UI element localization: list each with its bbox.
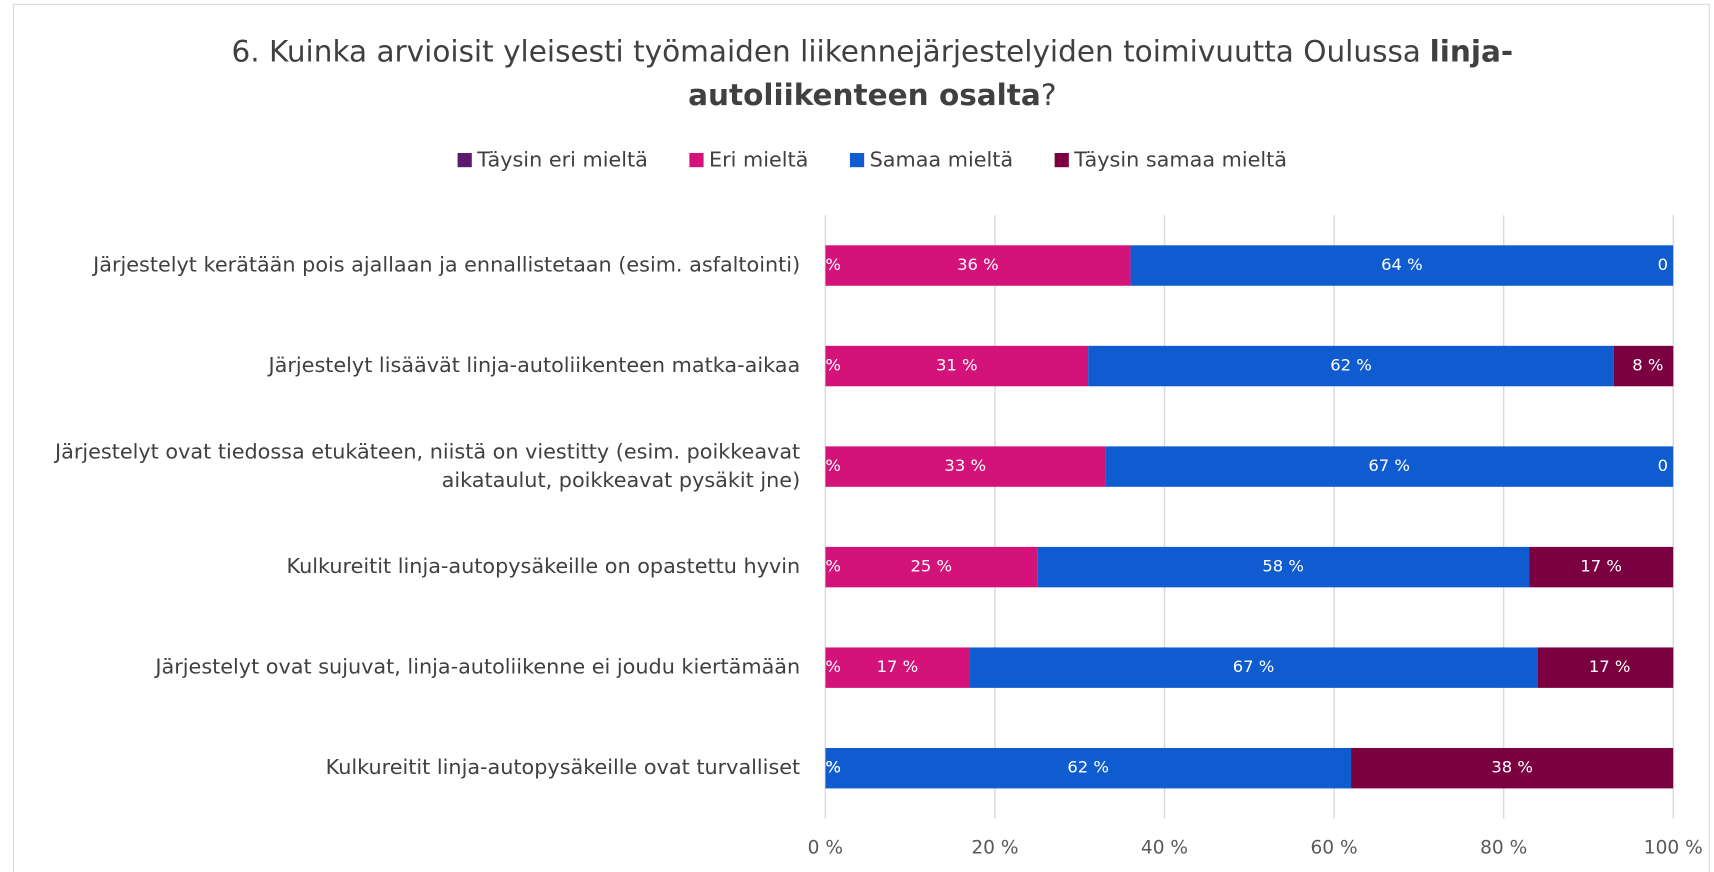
x-tick-label: 60 % [1311,837,1358,858]
legend-label: Eri mieltä [709,148,808,172]
bar-segment [1130,245,1674,286]
value-label: 31 % [936,356,978,375]
value-label: 0 % [810,255,841,274]
x-tick-label: 0 % [808,837,843,858]
value-label: 8 % [1632,356,1663,375]
value-label: 62 % [1067,758,1109,777]
legend-swatch [689,152,704,168]
y-tick-label: Kulkureitit linja-autopysäkeille ovat tu… [326,755,801,779]
bar-segment [1537,647,1674,688]
y-tick-label: Järjestelyt lisäävät linja-autoliikentee… [267,353,801,377]
value-label: 64 % [1381,255,1423,274]
value-label: 0 % [1658,255,1689,274]
x-tick-label: 100 % [1644,837,1703,858]
bar-segment [825,446,1106,487]
value-label: 0 % [810,356,841,375]
bar-segment [1037,546,1530,588]
bar-segment [1351,747,1674,789]
value-label: 0 % [810,557,841,576]
value-label: 0 % [1658,456,1689,475]
legend-swatch [849,152,865,168]
value-label: 62 % [1330,356,1372,375]
title-part: autoliikenteen osalta [688,78,1041,112]
value-label: 17 % [1580,557,1622,576]
value-label: 36 % [957,255,999,274]
legend-swatch [457,152,472,168]
value-label: 0 % [810,758,841,777]
y-tick-label: Järjestelyt kerätään pois ajallaan ja en… [91,253,800,277]
value-label: 67 % [1368,456,1410,475]
y-tick-label: Kulkureitit linja-autopysäkeille on opas… [287,554,801,578]
title-part: ? [1041,78,1057,112]
bar-segment [825,747,1352,789]
value-label: 0 % [810,657,841,676]
chart-title: 6. Kuinka arvioisit yleisesti työmaiden … [231,34,1513,68]
bar-segment [825,647,970,688]
title-part: linja- [1430,34,1513,68]
legend-label: Samaa mieltä [870,148,1014,172]
bar-segment [1529,546,1674,588]
value-label: 25 % [911,557,953,576]
chart-title: autoliikenteen osalta? [688,78,1056,112]
value-label: 58 % [1262,557,1304,576]
value-label: 38 % [1491,758,1533,777]
x-tick-label: 80 % [1480,837,1527,858]
value-label: 33 % [944,456,986,475]
value-label: 0 % [810,758,841,777]
bar-segment [825,546,1038,588]
y-tick-label: Järjestelyt ovat tiedossa etukäteen, nii… [53,439,800,491]
legend-label: Täysin samaa mieltä [1073,148,1287,172]
chart-frame [12,3,1710,872]
bar-segment [1105,446,1674,487]
title-part: 6. Kuinka arvioisit yleisesti työmaiden … [231,34,1420,68]
y-tick-label: Järjestelyt ovat sujuvat, linja-autoliik… [153,655,800,679]
value-label: 67 % [1233,657,1275,676]
bar-segment [825,345,1089,387]
x-tick-label: 40 % [1141,837,1188,858]
value-label: 17 % [877,657,919,676]
value-label: 17 % [1589,657,1631,676]
legend-swatch [1054,152,1069,168]
bar-segment [1088,345,1614,387]
value-label: 0 % [810,456,841,475]
bar-segment [825,245,1131,286]
bar-segment [969,647,1538,688]
bar-segment [1613,345,1674,387]
legend-label: Täysin eri mieltä [476,148,648,172]
x-tick-label: 20 % [971,837,1018,858]
